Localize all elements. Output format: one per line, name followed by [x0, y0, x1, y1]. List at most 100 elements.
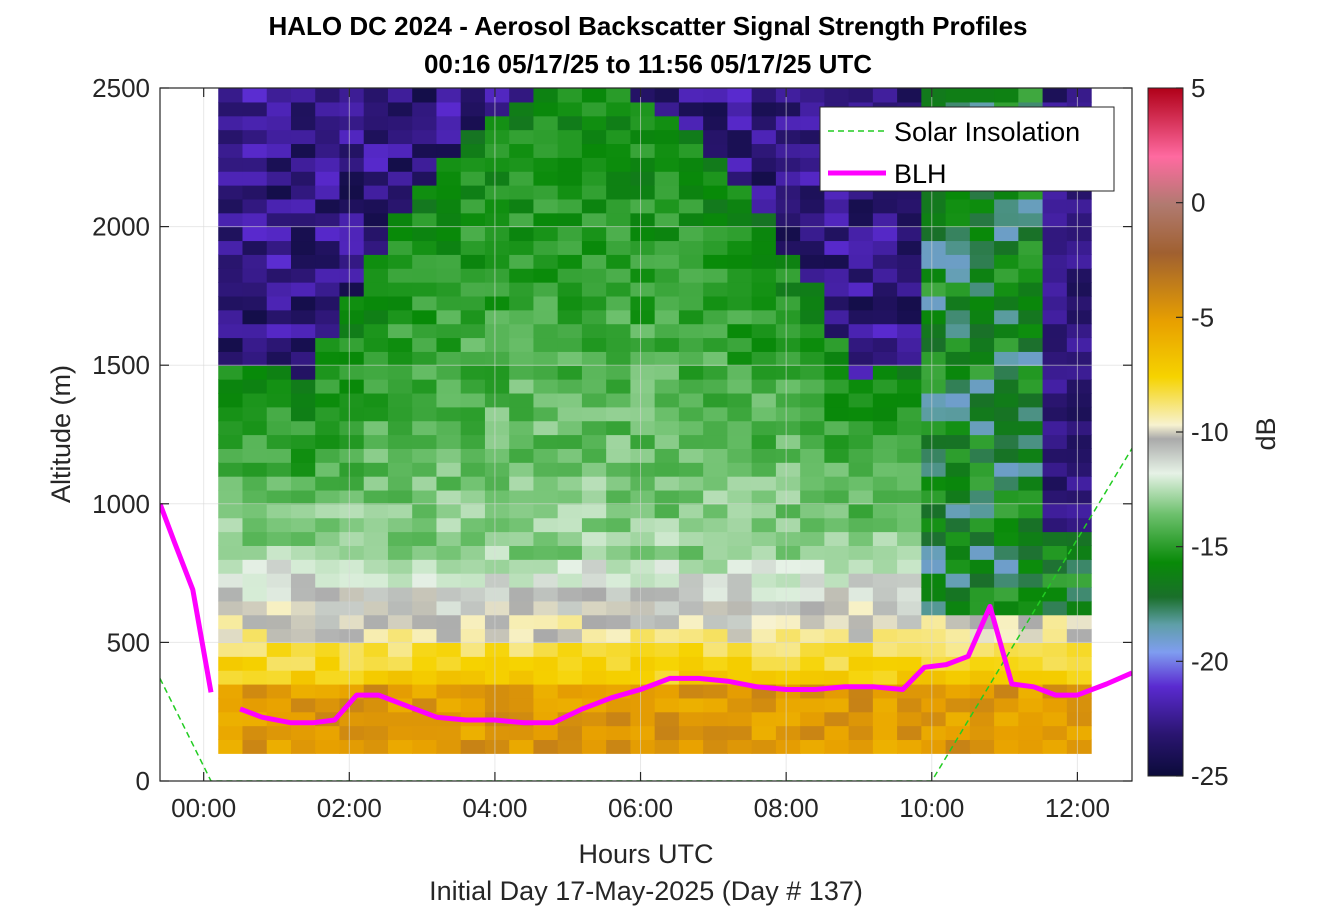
heatmap-cell: [266, 448, 292, 463]
heatmap-cell: [1018, 351, 1044, 366]
heatmap-cell: [824, 573, 850, 588]
colorbar-tick-label: 5: [1191, 73, 1205, 103]
x-tick-label: 12:00: [1045, 793, 1110, 823]
heatmap-cell: [848, 88, 874, 103]
heatmap-cell: [703, 697, 729, 713]
heatmap-cell: [242, 309, 268, 325]
heatmap-cell: [824, 88, 850, 103]
heatmap-cell: [363, 448, 389, 463]
heatmap-cell: [533, 101, 559, 117]
heatmap-cell: [727, 268, 753, 283]
heatmap-cell: [824, 642, 850, 657]
heatmap-cell: [654, 628, 680, 643]
heatmap-cell: [727, 406, 753, 422]
heatmap-cell: [315, 101, 341, 117]
heatmap-cell: [412, 573, 438, 588]
heatmap-cell: [654, 517, 680, 533]
heatmap-cell: [412, 171, 438, 186]
heatmap-cell: [678, 212, 704, 228]
heatmap-cell: [557, 586, 583, 602]
heatmap-cell: [1042, 420, 1068, 436]
heatmap-cell: [484, 295, 510, 311]
x-axis-ticks: 00:00 02:00 04:00 06:00 08:00 10:00 12:00: [171, 88, 1110, 823]
heatmap-cell: [387, 711, 413, 727]
heatmap-cell: [533, 254, 559, 269]
heatmap-cell: [994, 517, 1019, 533]
heatmap-cell: [654, 725, 680, 741]
heatmap-cell: [242, 531, 268, 546]
heatmap-cell: [218, 573, 244, 588]
heatmap-cell: [266, 240, 292, 255]
heatmap-cell: [509, 115, 535, 131]
heatmap-cell: [290, 88, 316, 103]
heatmap-cell: [557, 337, 583, 352]
heatmap-cell: [460, 725, 486, 741]
heatmap-cell: [581, 226, 607, 242]
heatmap-cell: [436, 379, 462, 394]
heatmap-cell: [412, 725, 438, 741]
heatmap-cell: [581, 268, 607, 283]
heatmap-cell: [848, 448, 874, 463]
heatmap-cell: [290, 282, 316, 297]
heatmap-cell: [387, 600, 413, 616]
heatmap-cell: [969, 268, 995, 283]
heatmap-cell: [412, 240, 438, 255]
heatmap-cell: [848, 351, 874, 366]
heatmap-cell: [969, 420, 995, 436]
heatmap-cell: [921, 697, 947, 713]
heatmap-cell: [703, 420, 729, 436]
heatmap-cell: [290, 406, 316, 422]
heatmap-cell: [945, 573, 971, 588]
heatmap-cell: [436, 254, 462, 269]
heatmap-cell: [654, 697, 680, 713]
heatmap-cell: [1066, 392, 1092, 408]
heatmap-cell: [412, 226, 438, 242]
heatmap-cell: [945, 545, 971, 560]
heatmap-cell: [1042, 379, 1068, 394]
heatmap-cell: [800, 171, 825, 186]
heatmap-cell: [509, 323, 535, 339]
heatmap-cell: [363, 185, 389, 200]
heatmap-cell: [606, 448, 632, 463]
heatmap-cell: [751, 309, 777, 325]
heatmap-cell: [339, 725, 365, 741]
heatmap-cell: [290, 697, 316, 713]
heatmap-cell: [509, 503, 535, 519]
heatmap-cell: [339, 462, 365, 477]
heatmap-cell: [218, 351, 244, 366]
heatmap-cell: [897, 268, 922, 283]
heatmap-cell: [242, 240, 268, 255]
heatmap-cell: [775, 600, 801, 616]
heatmap-cell: [436, 434, 462, 449]
heatmap-cell: [824, 628, 850, 643]
heatmap-cell: [630, 531, 656, 546]
heatmap-cell: [800, 434, 825, 449]
x-axis-label: Hours UTC: [578, 839, 713, 869]
heatmap-cell: [557, 642, 583, 657]
heatmap-cell: [751, 129, 777, 145]
heatmap-cell: [581, 614, 607, 630]
heatmap-cell: [872, 586, 898, 602]
heatmap-cell: [751, 337, 777, 352]
heatmap-cell: [800, 739, 825, 754]
heatmap-cell: [1018, 420, 1044, 436]
heatmap-cell: [630, 337, 656, 352]
heatmap-cell: [678, 725, 704, 741]
heatmap-cell: [387, 489, 413, 505]
heatmap-cell: [290, 600, 316, 616]
heatmap-cell: [242, 254, 268, 269]
heatmap-cell: [945, 434, 971, 449]
heatmap-cell: [751, 143, 777, 158]
heatmap-cell: [654, 282, 680, 297]
heatmap-cell: [775, 476, 801, 491]
heatmap-cell: [266, 586, 292, 602]
heatmap-cell: [727, 115, 753, 131]
heatmap-cell: [897, 656, 922, 671]
heatmap-cell: [824, 697, 850, 713]
heatmap-cell: [945, 212, 971, 228]
heatmap-cell: [363, 406, 389, 422]
heatmap-cell: [800, 628, 825, 643]
heatmap-cell: [824, 614, 850, 630]
heatmap-cell: [339, 198, 365, 214]
heatmap-cell: [872, 462, 898, 477]
